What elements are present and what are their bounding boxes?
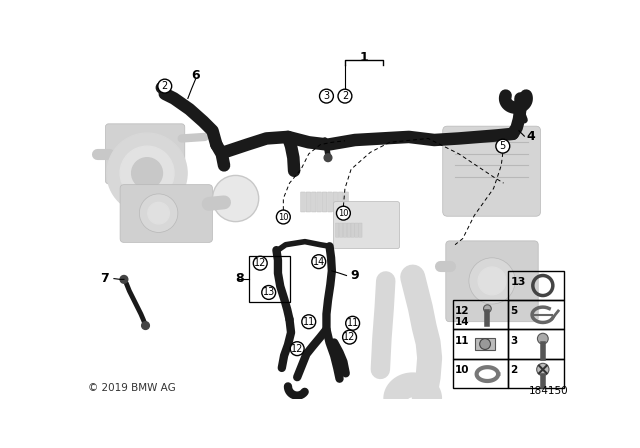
Circle shape — [338, 89, 352, 103]
Text: 8: 8 — [235, 272, 244, 285]
Text: 3: 3 — [323, 91, 330, 101]
Text: 12: 12 — [291, 344, 303, 353]
Text: 13: 13 — [262, 288, 275, 297]
Text: 12: 12 — [344, 332, 356, 342]
FancyBboxPatch shape — [120, 185, 212, 242]
Circle shape — [484, 305, 492, 313]
Text: 6: 6 — [191, 69, 200, 82]
FancyBboxPatch shape — [358, 223, 362, 237]
Bar — [452, 359, 508, 388]
Bar — [508, 271, 564, 300]
FancyBboxPatch shape — [333, 202, 399, 249]
Circle shape — [342, 330, 356, 344]
Circle shape — [480, 339, 490, 349]
Circle shape — [262, 285, 276, 299]
Text: 5: 5 — [511, 306, 518, 316]
Text: 11: 11 — [455, 336, 470, 345]
FancyBboxPatch shape — [301, 192, 305, 212]
FancyBboxPatch shape — [335, 223, 339, 237]
FancyBboxPatch shape — [351, 223, 355, 237]
Bar — [508, 359, 564, 388]
Text: 5: 5 — [500, 141, 506, 151]
Text: 2: 2 — [162, 81, 168, 91]
Circle shape — [140, 194, 178, 233]
FancyBboxPatch shape — [322, 192, 327, 212]
FancyBboxPatch shape — [333, 192, 338, 212]
Circle shape — [253, 256, 267, 270]
Text: 1: 1 — [360, 51, 369, 64]
Text: 2: 2 — [511, 365, 518, 375]
Text: 14: 14 — [455, 317, 470, 327]
Circle shape — [469, 258, 515, 304]
FancyBboxPatch shape — [312, 192, 316, 212]
Circle shape — [537, 363, 549, 375]
Circle shape — [312, 255, 326, 269]
Bar — [250, 255, 289, 302]
FancyBboxPatch shape — [347, 223, 351, 237]
Bar — [452, 300, 508, 329]
Bar — [475, 338, 495, 350]
Text: 10: 10 — [455, 365, 470, 375]
Circle shape — [324, 154, 332, 162]
Text: 3: 3 — [511, 336, 518, 345]
FancyBboxPatch shape — [339, 223, 343, 237]
FancyBboxPatch shape — [339, 192, 343, 212]
Circle shape — [141, 322, 149, 329]
Bar — [452, 329, 508, 359]
Text: 9: 9 — [351, 269, 359, 282]
Circle shape — [538, 333, 548, 344]
Circle shape — [478, 267, 506, 295]
FancyBboxPatch shape — [446, 241, 538, 322]
Text: 7: 7 — [100, 272, 109, 285]
Circle shape — [132, 158, 163, 189]
Circle shape — [337, 206, 350, 220]
Text: © 2019 BMW AG: © 2019 BMW AG — [88, 383, 175, 393]
Bar — [508, 300, 564, 329]
Text: 14: 14 — [312, 257, 325, 267]
Text: 10: 10 — [278, 212, 289, 221]
Circle shape — [319, 89, 333, 103]
Circle shape — [107, 133, 187, 213]
Circle shape — [120, 276, 128, 283]
FancyBboxPatch shape — [328, 192, 332, 212]
FancyBboxPatch shape — [106, 124, 185, 184]
Text: 12: 12 — [455, 306, 470, 316]
Circle shape — [120, 146, 174, 200]
FancyBboxPatch shape — [344, 192, 348, 212]
Circle shape — [346, 316, 360, 330]
Text: 10: 10 — [338, 209, 349, 218]
Bar — [508, 329, 564, 359]
FancyBboxPatch shape — [317, 192, 321, 212]
FancyBboxPatch shape — [343, 223, 347, 237]
Text: 12: 12 — [254, 258, 266, 268]
Circle shape — [276, 210, 291, 224]
Text: 11: 11 — [303, 317, 315, 327]
Circle shape — [302, 315, 316, 329]
Text: 13: 13 — [511, 277, 526, 287]
Circle shape — [291, 342, 304, 356]
Circle shape — [496, 139, 509, 153]
Circle shape — [212, 176, 259, 222]
Circle shape — [148, 202, 170, 224]
Text: 4: 4 — [526, 129, 535, 142]
Text: 11: 11 — [346, 318, 359, 328]
FancyBboxPatch shape — [443, 126, 541, 216]
Circle shape — [158, 79, 172, 93]
Text: 184150: 184150 — [529, 386, 568, 396]
Circle shape — [156, 82, 167, 93]
FancyBboxPatch shape — [355, 223, 358, 237]
FancyBboxPatch shape — [306, 192, 310, 212]
Text: 2: 2 — [342, 91, 348, 101]
